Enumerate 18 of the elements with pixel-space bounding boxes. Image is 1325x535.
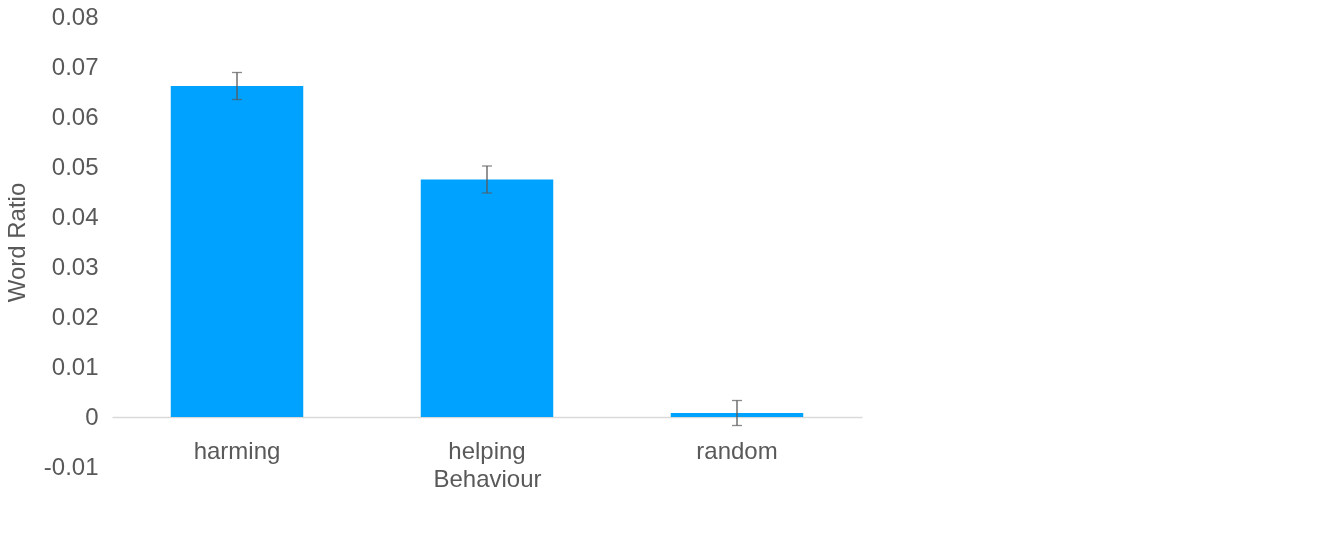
bar <box>170 86 304 417</box>
bar <box>420 179 554 417</box>
x-tick-label: helping <box>448 436 526 464</box>
y-tick-label: 0.08 <box>51 2 99 30</box>
x-tick-label: harming <box>193 436 281 464</box>
bar <box>670 413 804 417</box>
y-tick-label: 0.02 <box>51 302 99 330</box>
x-axis-title: Behaviour <box>433 464 542 492</box>
y-tick-label: 0.04 <box>51 202 99 230</box>
y-tick-label: 0.05 <box>51 152 99 180</box>
y-tick-label: -0.01 <box>43 452 99 480</box>
y-tick-label: 0.03 <box>51 252 99 280</box>
y-axis-title: Word Ratio <box>2 182 30 303</box>
y-tick-label: 0 <box>85 402 99 430</box>
y-tick-label: 0.06 <box>51 102 99 130</box>
x-tick-label: random <box>696 436 778 464</box>
y-tick-label: 0.07 <box>51 52 99 80</box>
y-tick-label: 0.01 <box>51 352 99 380</box>
